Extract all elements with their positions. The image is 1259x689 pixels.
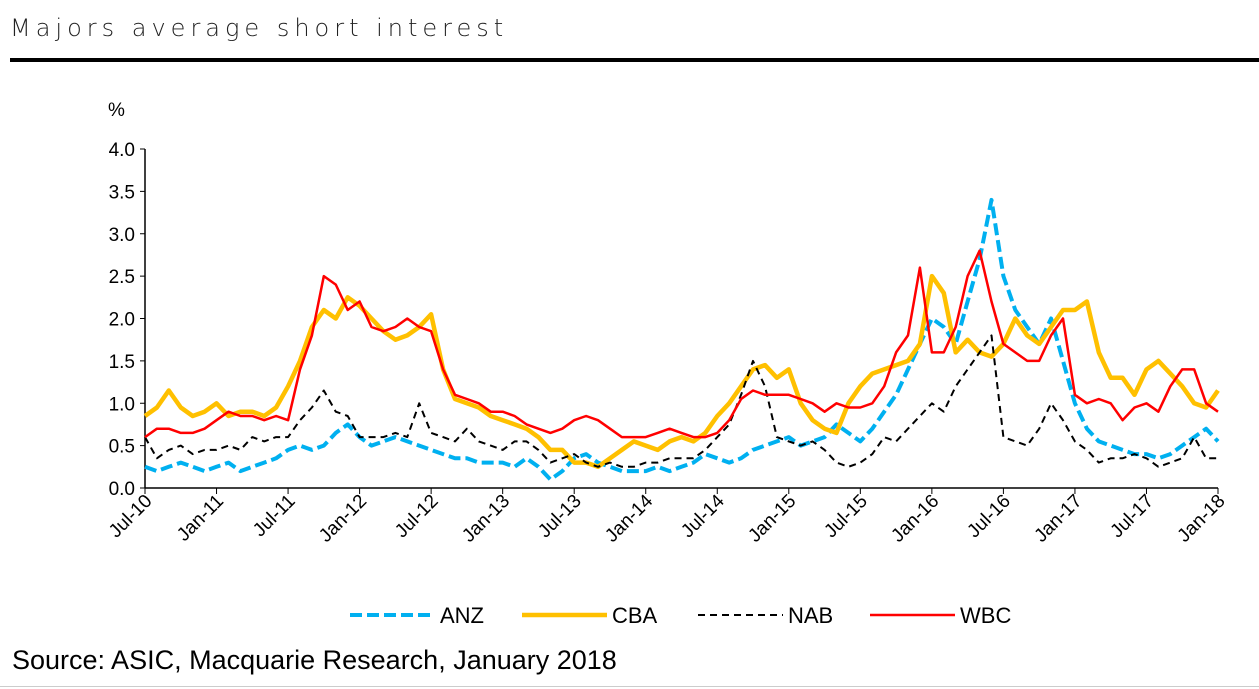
x-tick-label: Jul-15	[820, 491, 871, 542]
x-tick-label: Jul-11	[249, 491, 299, 541]
source-note: Source: ASIC, Macquarie Research, Januar…	[12, 645, 617, 675]
y-tick-label: 3.5	[109, 182, 135, 203]
series-line-nab	[144, 334, 1218, 468]
y-tick-label: 1.0	[109, 394, 135, 415]
x-tick-label: Jan-16	[887, 491, 943, 547]
chart-title: Majors average short interest	[10, 14, 509, 42]
x-tick-label: Jan-15	[744, 491, 800, 547]
legend-label-anz: ANZ	[440, 603, 484, 628]
y-tick-label: 2.0	[109, 310, 135, 331]
legend-label-nab: NAB	[788, 603, 833, 628]
x-tick-label: Jan-17	[1031, 491, 1087, 547]
x-tick-label: Jul-12	[391, 491, 442, 542]
x-tick-label: Jan-13	[458, 491, 514, 547]
series-line-cba	[143, 273, 1220, 470]
x-tick-label: Jan-11	[173, 491, 228, 546]
y-tick-label: 4.0	[109, 140, 135, 161]
title-rule	[10, 58, 1259, 62]
y-tick-label: 2.5	[109, 267, 135, 288]
series-line-wbc	[144, 249, 1219, 439]
x-tick-label: Jul-17	[1107, 491, 1158, 542]
x-tick-label: Jan-18	[1174, 491, 1230, 547]
x-tick-label: Jan-14	[601, 490, 657, 546]
series-lines	[143, 197, 1220, 482]
y-axis-unit: %	[108, 100, 125, 121]
x-tick-label: Jan-12	[315, 491, 371, 547]
x-tick-label: Jul-13	[534, 491, 585, 542]
y-tick-label: 3.0	[109, 225, 135, 246]
y-tick-label: 1.5	[109, 352, 135, 373]
y-tick-label: 0.5	[109, 437, 135, 458]
legend-label-cba: CBA	[612, 603, 658, 628]
bottom-rule	[0, 686, 1259, 687]
legend-label-wbc: WBC	[960, 603, 1011, 628]
x-tick-label: Jul-16	[963, 491, 1014, 542]
x-tick-label: Jul-14	[677, 490, 729, 542]
legend: ANZ CBA NAB WBC	[350, 603, 1011, 628]
y-tick-label: 0.0	[109, 479, 135, 500]
